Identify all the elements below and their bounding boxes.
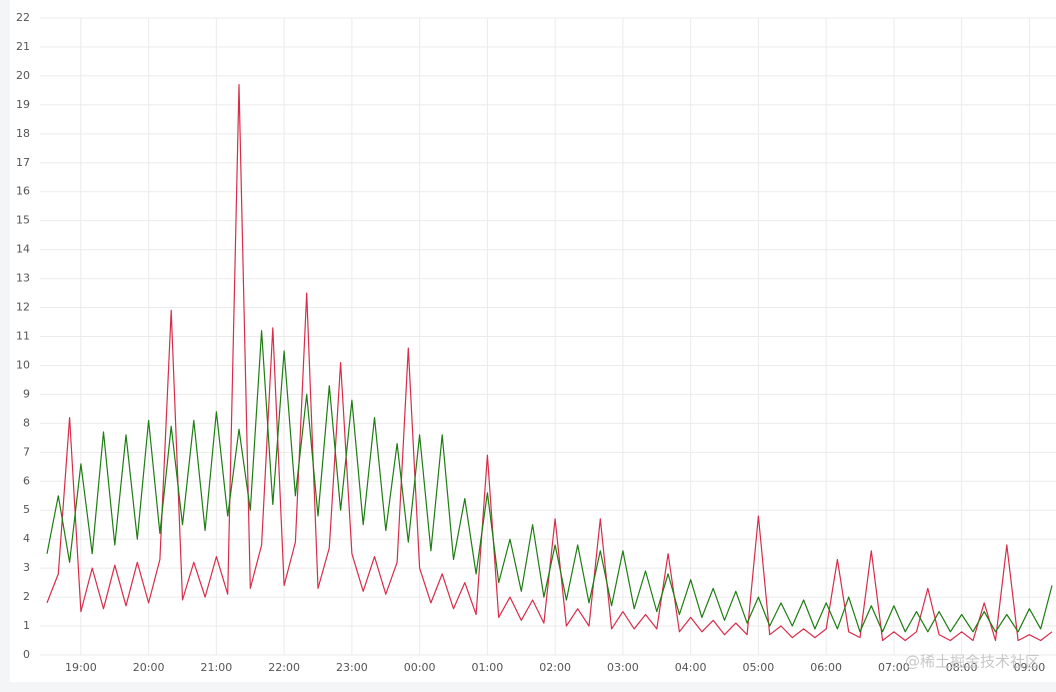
y-tick-label: 14	[16, 243, 30, 256]
x-tick-label: 20:00	[133, 661, 165, 674]
y-tick-label: 3	[23, 561, 30, 574]
x-tick-label: 09:00	[1014, 661, 1046, 674]
y-tick-label: 5	[23, 503, 30, 516]
x-tick-label: 07:00	[878, 661, 910, 674]
y-tick-label: 20	[16, 69, 30, 82]
y-tick-label: 7	[23, 445, 30, 458]
y-tick-label: 11	[16, 330, 30, 343]
y-tick-label: 6	[23, 474, 30, 487]
x-tick-label: 01:00	[472, 661, 504, 674]
x-tick-label: 23:00	[336, 661, 368, 674]
y-tick-label: 21	[16, 40, 30, 53]
y-tick-label: 2	[23, 590, 30, 603]
y-tick-label: 8	[23, 416, 30, 429]
x-tick-label: 02:00	[539, 661, 571, 674]
y-tick-label: 15	[16, 214, 30, 227]
y-tick-label: 22	[16, 11, 30, 24]
x-tick-label: 05:00	[743, 661, 775, 674]
y-tick-label: 12	[16, 301, 30, 314]
x-tick-label: 21:00	[201, 661, 233, 674]
series-line	[46, 330, 1053, 633]
panel	[10, 0, 1056, 682]
y-tick-label: 10	[16, 358, 30, 371]
x-tick-label: 00:00	[404, 661, 436, 674]
y-tick-label: 9	[23, 387, 30, 400]
y-tick-label: 13	[16, 272, 30, 285]
x-tick-label: 19:00	[65, 661, 97, 674]
x-tick-label: 22:00	[268, 661, 300, 674]
y-tick-label: 18	[16, 127, 30, 140]
y-tick-label: 16	[16, 185, 30, 198]
x-tick-label: 06:00	[810, 661, 842, 674]
y-tick-label: 17	[16, 156, 30, 169]
x-tick-label: 08:00	[946, 661, 978, 674]
x-tick-label: 03:00	[607, 661, 639, 674]
y-tick-label: 0	[23, 648, 30, 661]
y-tick-label: 1	[23, 619, 30, 632]
y-tick-label: 4	[23, 532, 30, 545]
x-tick-label: 04:00	[675, 661, 707, 674]
watermark: @稀土掘金技术社区	[905, 653, 1040, 671]
y-tick-label: 19	[16, 98, 30, 111]
